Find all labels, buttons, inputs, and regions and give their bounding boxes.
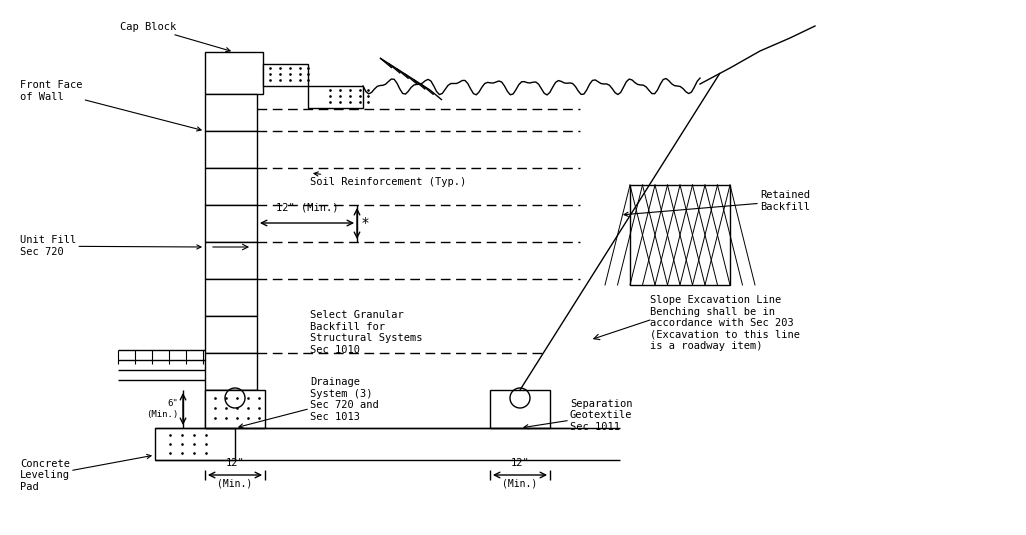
Bar [205,52,263,94]
Bar [205,168,256,205]
Bar [630,185,731,285]
Text: 12" (Min.): 12" (Min.) [276,203,339,213]
Text: Slope Excavation Line
Benching shall be in
accordance with Sec 203
(Excavation t: Slope Excavation Line Benching shall be … [650,295,800,351]
Text: 12": 12" [511,458,529,468]
Bar [205,279,256,316]
Text: Unit Fill
Sec 720: Unit Fill Sec 720 [19,235,201,257]
Bar [205,94,256,131]
Text: 6"
(Min.): 6" (Min.) [146,399,177,419]
Bar [205,316,256,353]
Text: Concrete
Leveling
Pad: Concrete Leveling Pad [19,454,151,492]
Text: *: * [362,216,369,230]
Bar [308,86,363,108]
Bar [205,390,256,427]
Text: 12": 12" [226,458,244,468]
Bar [205,205,256,242]
Bar [263,64,308,86]
Text: Front Face
of Wall: Front Face of Wall [19,80,201,131]
Bar [490,390,550,428]
Text: (Min.): (Min.) [503,479,538,489]
Bar [205,390,265,428]
Bar [205,131,256,168]
Text: Select Granular
Backfill for
Structural Systems
Sec 1010: Select Granular Backfill for Structural … [310,310,423,355]
Text: Retained
Backfill: Retained Backfill [624,190,810,216]
Text: Drainage
System (3)
Sec 720 and
Sec 1013: Drainage System (3) Sec 720 and Sec 1013 [239,377,379,428]
Bar [205,353,256,390]
Bar [155,428,235,460]
Text: Soil Reinforcement (Typ.): Soil Reinforcement (Typ.) [310,172,466,187]
Text: (Min.): (Min.) [218,479,252,489]
Text: Separation
Geotextile
Sec 1011: Separation Geotextile Sec 1011 [524,399,632,432]
Bar [205,242,256,279]
Text: Cap Block: Cap Block [120,22,230,52]
